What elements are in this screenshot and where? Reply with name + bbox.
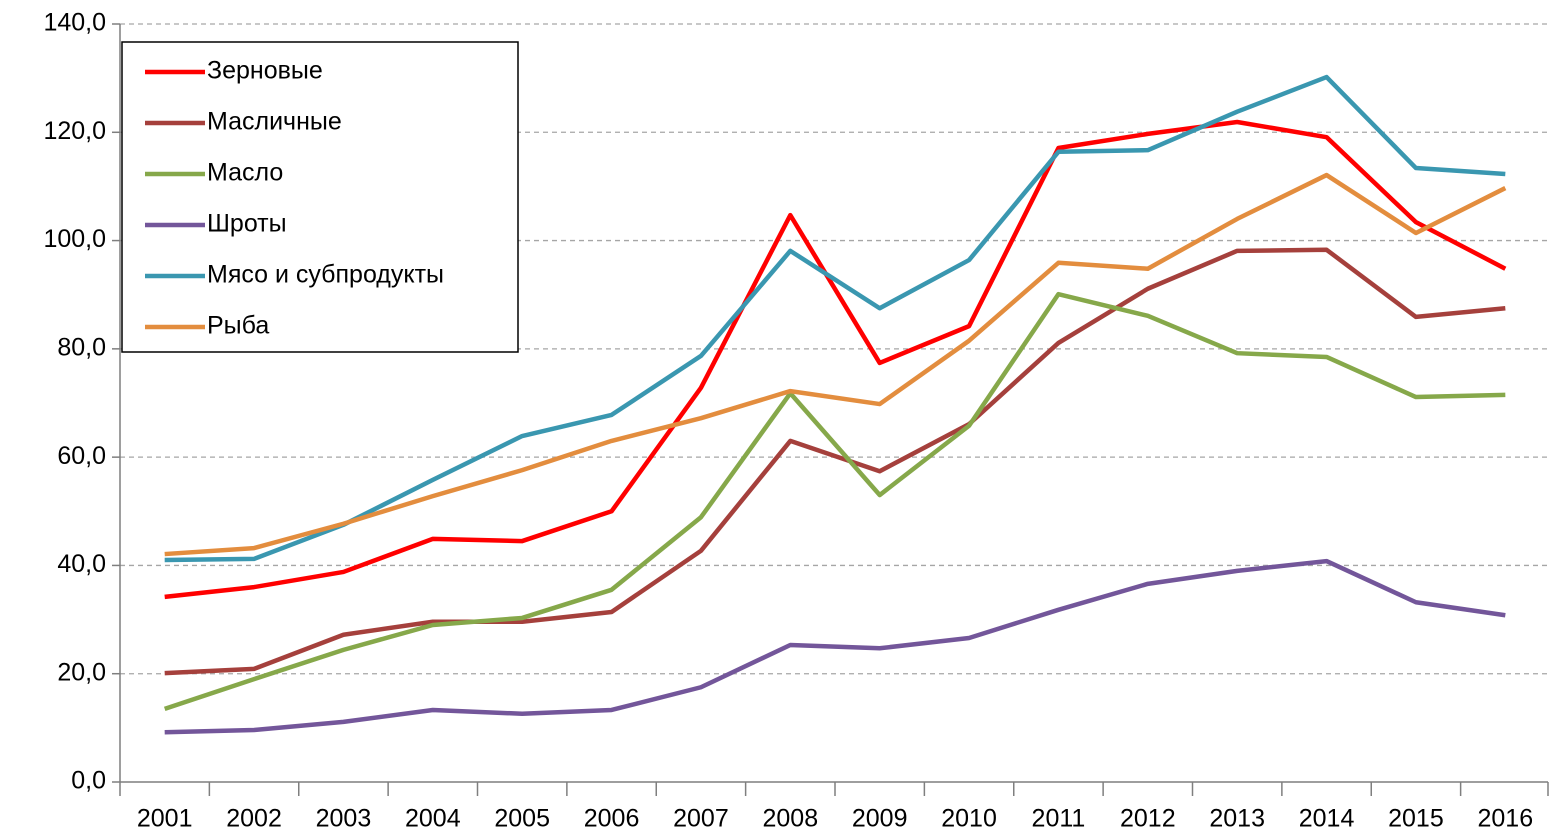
x-tick-label: 2015	[1388, 805, 1444, 833]
series-line	[164, 172, 1507, 557]
y-tick-label: 100,0	[43, 225, 106, 253]
x-tick-label: 2007	[673, 805, 729, 833]
x-tick-label: 2008	[763, 805, 819, 833]
x-tick-label: 2005	[494, 805, 550, 833]
legend-label: Масличные	[207, 108, 342, 136]
x-tick-label: 2014	[1299, 805, 1355, 833]
series-line	[164, 558, 1506, 735]
y-tick-label: 140,0	[43, 9, 106, 37]
legend-label: Шроты	[207, 210, 287, 238]
x-tick-label: 2010	[941, 805, 997, 833]
x-tick-label: 2013	[1209, 805, 1265, 833]
legend-box	[121, 41, 519, 353]
x-tick-label: 2006	[584, 805, 640, 833]
legend-label: Рыба	[207, 312, 269, 340]
x-tick-label: 2012	[1120, 805, 1176, 833]
x-tick-label: 2016	[1478, 805, 1534, 833]
legend-label: Зерновые	[207, 57, 323, 85]
y-tick-label: 120,0	[43, 117, 106, 145]
x-tick-label: 2001	[137, 805, 193, 833]
y-tick-label: 40,0	[57, 550, 106, 578]
x-tick-label: 2011	[1032, 805, 1086, 833]
y-tick-label: 60,0	[57, 442, 106, 470]
x-tick-label: 2009	[852, 805, 908, 833]
x-tick-label: 2003	[316, 805, 372, 833]
y-tick-label: 20,0	[57, 658, 106, 686]
series-line	[164, 74, 1506, 563]
legend-label: Мясо и субпродукты	[207, 261, 444, 289]
x-tick-label: 2004	[405, 805, 461, 833]
y-tick-label: 80,0	[57, 333, 106, 361]
x-tick-label: 2002	[226, 805, 282, 833]
y-tick-label: 0,0	[71, 767, 106, 795]
series-line	[164, 247, 1506, 676]
legend-label: Масло	[207, 159, 283, 187]
series-line	[163, 291, 1506, 712]
series-line	[164, 119, 1507, 600]
